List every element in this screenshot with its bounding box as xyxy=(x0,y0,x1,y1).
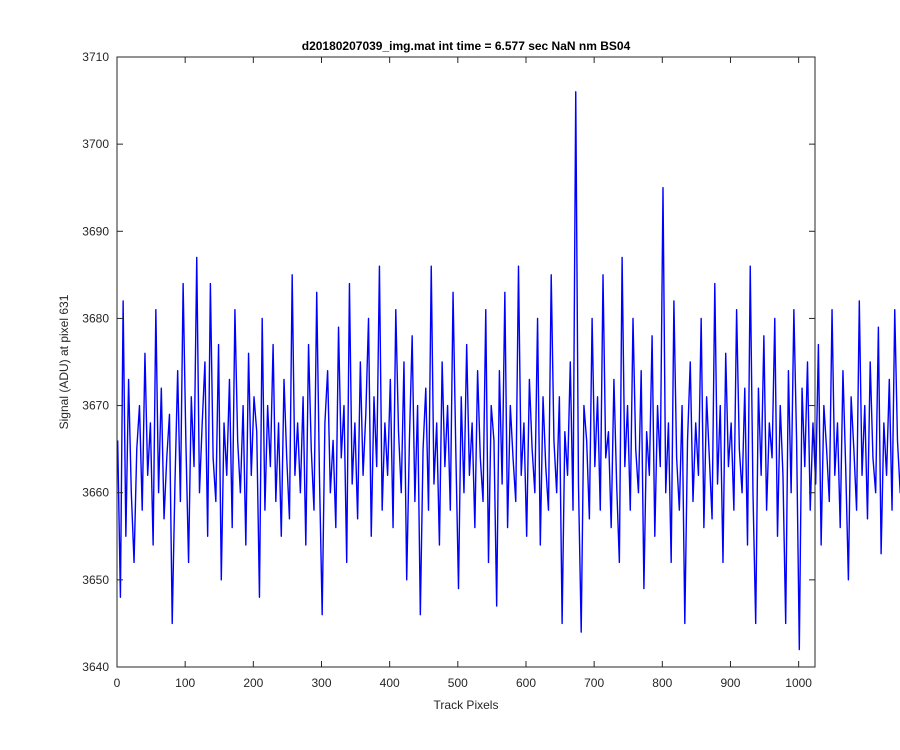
y-axis: 3640 3650 3660 3670 3680 3690 3700 3710 xyxy=(82,50,815,674)
y-tick-label: 3680 xyxy=(82,311,109,325)
x-tick-label: 400 xyxy=(380,676,400,690)
y-tick-label: 3700 xyxy=(82,137,109,151)
y-tick-label: 3660 xyxy=(82,486,109,500)
chart-title: d20180207039_img.mat int time = 6.577 se… xyxy=(302,39,631,53)
x-axis: 0 100 200 300 400 500 600 700 800 900 1000 xyxy=(114,57,812,690)
y-tick-label: 3650 xyxy=(82,573,109,587)
x-tick-label: 700 xyxy=(584,676,604,690)
x-tick-label: 0 xyxy=(114,676,121,690)
x-tick-label: 1000 xyxy=(785,676,812,690)
y-tick-label: 3690 xyxy=(82,224,109,238)
y-axis-label: Signal (ADU) at pixel 631 xyxy=(57,294,71,429)
series-layer xyxy=(116,91,900,651)
series-line-1 xyxy=(116,91,900,651)
y-tick-label: 3710 xyxy=(82,50,109,64)
x-tick-label: 100 xyxy=(175,676,195,690)
x-axis-label: Track Pixels xyxy=(434,698,499,712)
x-tick-label: 600 xyxy=(516,676,536,690)
axes-box xyxy=(116,56,816,668)
x-tick-label: 200 xyxy=(243,676,263,690)
x-tick-label: 800 xyxy=(652,676,672,690)
x-tick-label: 500 xyxy=(448,676,468,690)
x-tick-label: 900 xyxy=(720,676,740,690)
y-tick-label: 3640 xyxy=(82,660,109,674)
y-tick-label: 3670 xyxy=(82,399,109,413)
x-tick-label: 300 xyxy=(311,676,331,690)
